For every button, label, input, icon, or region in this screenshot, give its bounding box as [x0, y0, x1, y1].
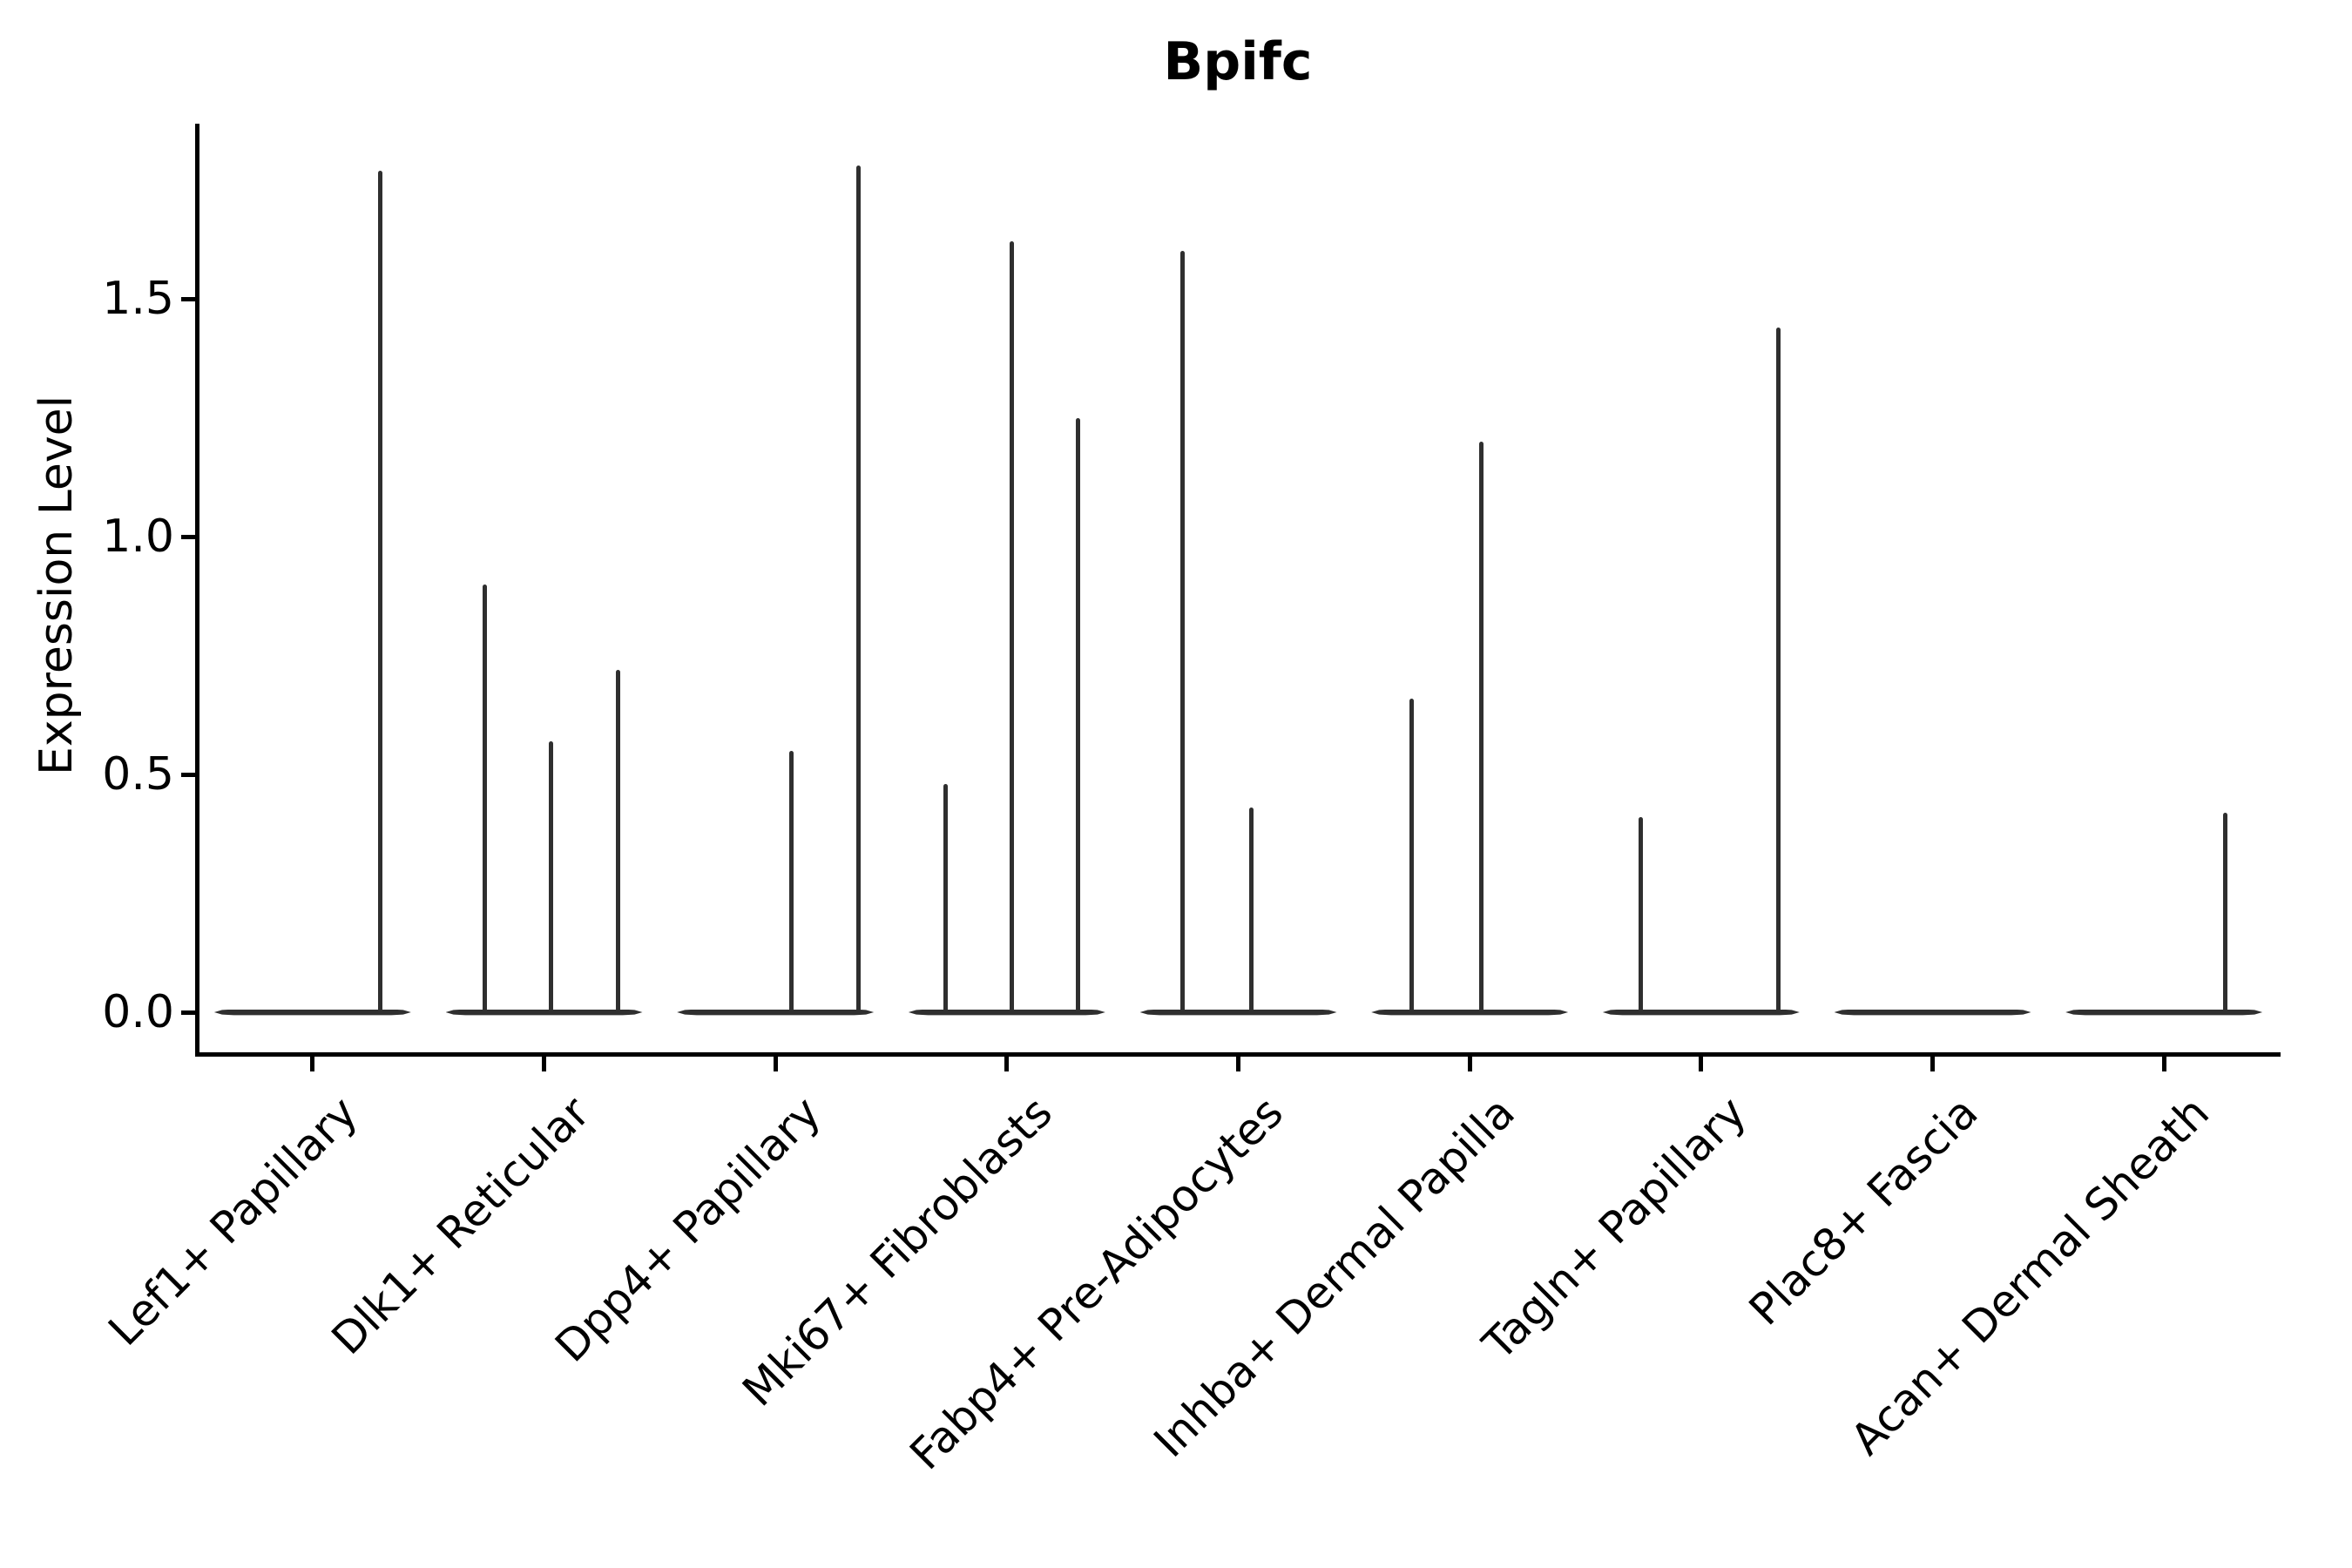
x-tick-label-text: Tagln+ Papillary	[1473, 1086, 1756, 1370]
y-tick-mark	[181, 534, 197, 539]
y-tick-label: 1.5	[102, 273, 174, 325]
x-tick-label-text: Plac8+ Fascia	[1739, 1086, 1988, 1335]
violin-spike	[616, 669, 620, 1012]
violin-spike	[549, 740, 553, 1012]
violin-spike	[788, 750, 794, 1012]
x-tick-mark	[310, 1057, 315, 1071]
x-tick-mark	[1236, 1057, 1240, 1071]
x-tick-mark	[2161, 1057, 2166, 1071]
violin-body	[1139, 1009, 1337, 1016]
violin-body	[1602, 1009, 1800, 1016]
y-tick-mark	[181, 1010, 197, 1015]
y-tick-label: 1.0	[102, 510, 174, 563]
x-tick-mark	[1930, 1057, 1935, 1071]
y-tick-mark	[181, 296, 197, 301]
violin-body	[1371, 1009, 1569, 1016]
violin-body	[677, 1009, 875, 1016]
x-tick-label-text: Fabp4+ Pre-Adipocytes	[900, 1086, 1294, 1480]
chart-title: Bpifc	[1163, 31, 1313, 92]
violin-spike	[378, 170, 383, 1012]
x-tick-mark	[773, 1057, 778, 1071]
violin-spike	[943, 783, 949, 1012]
x-tick-mark	[542, 1057, 546, 1071]
y-tick-mark	[181, 772, 197, 777]
y-tick-label: 0.0	[102, 986, 174, 1038]
violin-spike	[1409, 698, 1414, 1012]
violin-spike	[1478, 441, 1484, 1012]
x-tick-label-text: Dlk1+ Reticular	[321, 1086, 599, 1365]
violin-body	[445, 1009, 643, 1016]
violin-body	[213, 1009, 411, 1016]
y-tick-label: 0.5	[102, 748, 174, 801]
violin-spike	[1249, 808, 1254, 1012]
violin-body	[2065, 1009, 2263, 1016]
violin-spike	[1180, 251, 1185, 1012]
violin-body	[908, 1009, 1105, 1016]
violin-spike	[1776, 327, 1781, 1012]
violin-body	[1834, 1009, 2031, 1016]
violin-spike	[1639, 817, 1644, 1012]
violin-spike	[1010, 241, 1015, 1012]
violin-spike	[2222, 812, 2227, 1012]
x-axis-spine	[195, 1052, 2281, 1057]
violin-spike	[1076, 417, 1081, 1012]
x-tick-mark	[1699, 1057, 1704, 1071]
violin-spike	[855, 166, 861, 1012]
x-tick-label-text: Lef1+ Papillary	[98, 1086, 368, 1355]
x-tick-mark	[1004, 1057, 1010, 1071]
x-tick-mark	[1467, 1057, 1472, 1071]
violin-spike	[483, 584, 487, 1012]
y-axis-spine	[195, 124, 199, 1057]
